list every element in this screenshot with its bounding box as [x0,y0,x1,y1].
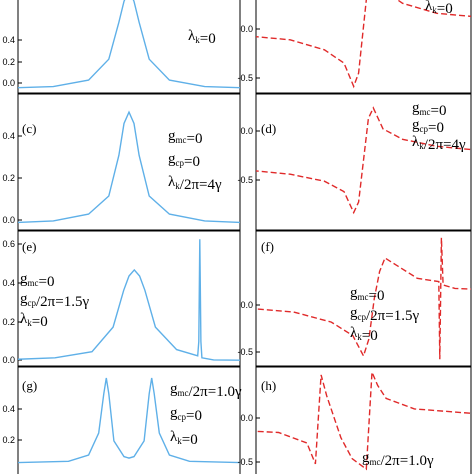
ytick-label: 0.6 [2,239,15,249]
series-line-e [18,239,240,361]
panel-b: 0.0 -0.5 λk=0 [237,0,472,94]
ytick-label: 0.0 [240,24,253,34]
series-line-h [256,371,471,471]
annotation: λk/2π=4γ [168,174,222,193]
annotation: gcp=0 [362,470,394,474]
annotation: gmc/2π=1.0γ [362,450,434,469]
panel-frame-b [255,0,472,94]
series-line-a [18,0,240,89]
panel-frame-d [255,93,472,231]
ytick-label: 0.2 [2,317,15,327]
annotation: gcp=0 [170,405,202,424]
panel-label-c: (c) [22,121,36,136]
annotation: λk=0 [425,0,453,17]
annotation: gcp/2π=1.5γ [350,305,419,324]
annotation: gcp=0 [412,117,444,136]
ytick-label: 0.0 [2,355,15,365]
annotation: λk=0 [188,28,216,47]
panel-label-h: (h) [261,378,276,393]
series-line-b [256,0,471,89]
panel-label-d: (d) [261,121,276,136]
panel-g: 0.2 0.4 (g) gmc/2π=1.0γ gcp=0 λk=0 [2,366,242,474]
panel-frame-a [17,0,241,94]
panel-frame-e [17,230,241,367]
ytick-label: 0.0 [2,78,15,88]
ytick-label: 0.0 [240,413,253,423]
ytick-label: 0.2 [2,57,15,67]
series-line-f [256,237,471,360]
series-line-d [256,106,471,215]
panel-label-g: (g) [22,378,37,393]
panel-frame-h [255,366,472,474]
panel-frame-f [255,230,472,367]
series-line-c [18,110,240,224]
panel-c: 0.0 0.2 0.4 (c) gmc=0 gcp=0 λk/2π=4γ [2,93,241,231]
ytick-label: 0.2 [2,173,15,183]
ytick-label: -0.5 [237,457,253,467]
panel-label-f: (f) [261,239,274,254]
panel-label-e: (e) [22,239,36,254]
annotation: λk=0 [20,311,48,330]
panel-a: 0.0 0.2 0.4 λk=0 [2,0,241,94]
ytick-label: 0.4 [2,404,15,414]
panel-frame-g [17,366,241,474]
ytick-label: 0.0 [240,300,253,310]
ytick-label: -0.5 [237,175,253,185]
ytick-label: -0.5 [237,347,253,357]
annotation: gmc/2π=1.0γ [170,381,242,400]
annotation: λk=0 [170,429,198,448]
annotation: λk/2π=4γ [412,134,466,153]
annotation: gcp/2π=1.5γ [20,291,89,310]
annotation: gmc=0 [20,271,54,290]
ytick-label: 0.0 [240,126,253,136]
ytick-label: 0.4 [2,131,15,141]
series-line-g [18,377,240,464]
annotation: gcp=0 [168,151,200,170]
annotation: λk=0 [350,325,378,344]
annotation: gmc=0 [168,128,202,147]
annotation: gmc=0 [412,100,446,119]
ytick-label: 0.4 [2,278,15,288]
annotation: gmc=0 [350,285,384,304]
ytick-label: -0.5 [237,73,253,83]
panel-frame-c [17,93,241,231]
ytick-label: 0.0 [2,215,15,225]
ytick-label: 0.4 [2,35,15,45]
ytick-label: 0.2 [2,435,15,445]
